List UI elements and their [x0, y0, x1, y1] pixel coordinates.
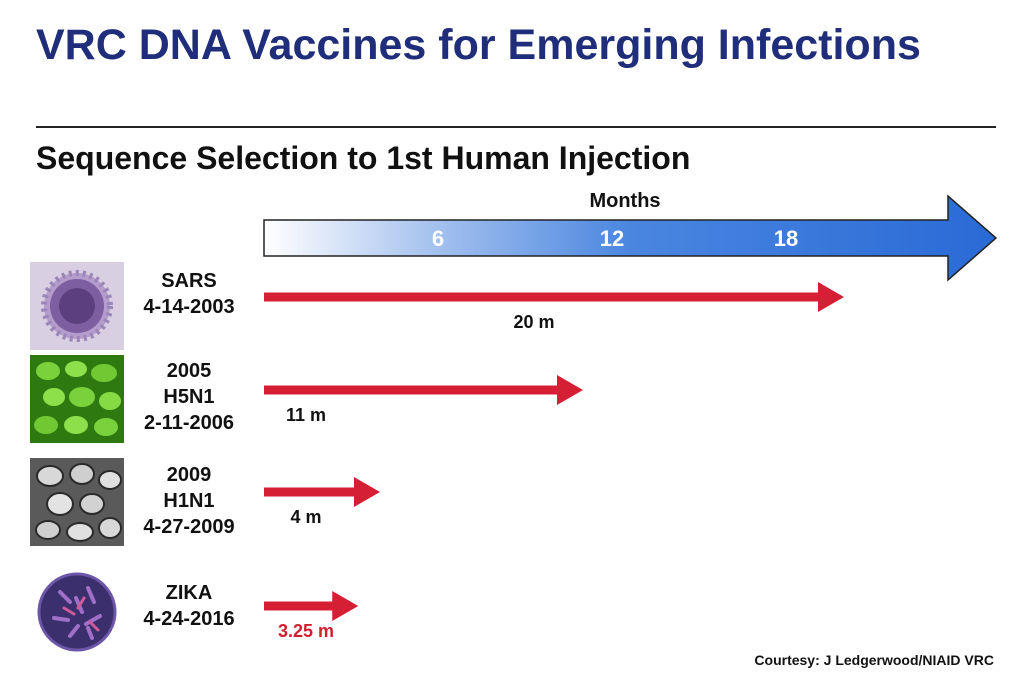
- label-zika: ZIKA 4-24-2016: [126, 580, 252, 632]
- label-h1n1: 2009 H1N1 4-27-2009: [126, 462, 252, 540]
- value-label-zika: 3.25 m: [278, 621, 334, 641]
- axis-tick-6: 6: [432, 226, 444, 251]
- label-h5n1-date: 2-11-2006: [143, 412, 235, 434]
- label-h5n1: 2005 H5N1 2-11-2006: [126, 358, 252, 436]
- axis-label-months: Months: [589, 190, 661, 212]
- label-h1n1-name: H1N1: [163, 490, 215, 512]
- label-sars-name: SARS: [161, 270, 217, 292]
- page-title: VRC DNA Vaccines for Emerging Infections: [36, 21, 921, 69]
- value-label-h5n1: 11 m: [286, 405, 326, 425]
- value-label-h1n1: 4 m: [290, 507, 321, 527]
- label-h5n1-year: 2005: [166, 360, 212, 382]
- zika-virus-icon: [30, 568, 124, 656]
- label-h5n1-name: H5N1: [163, 386, 215, 408]
- bar-sars: [264, 282, 844, 312]
- label-sars: SARS 4-14-2003: [126, 268, 252, 320]
- courtesy-credit: Courtesy: J Ledgerwood/NIAID VRC: [754, 652, 994, 668]
- subtitle: Sequence Selection to 1st Human Injectio…: [36, 140, 691, 176]
- bar-zika: [264, 591, 359, 621]
- h5n1-virus-icon: [30, 355, 124, 443]
- months-axis-arrow: [263, 194, 998, 282]
- bar-h1n1: [264, 477, 380, 507]
- axis-tick-18: 18: [774, 226, 798, 251]
- label-zika-name: ZIKA: [165, 582, 213, 604]
- title-divider: [36, 126, 996, 128]
- axis-tick-12: 12: [600, 226, 624, 251]
- label-sars-date: 4-14-2003: [143, 296, 235, 318]
- sars-virus-icon: [30, 262, 124, 350]
- bar-h5n1: [264, 375, 583, 405]
- h1n1-virus-icon: [30, 458, 124, 546]
- label-zika-date: 4-24-2016: [143, 608, 235, 630]
- label-h1n1-date: 4-27-2009: [143, 516, 235, 538]
- label-h1n1-year: 2009: [166, 464, 212, 486]
- value-label-sars: 20 m: [513, 312, 554, 332]
